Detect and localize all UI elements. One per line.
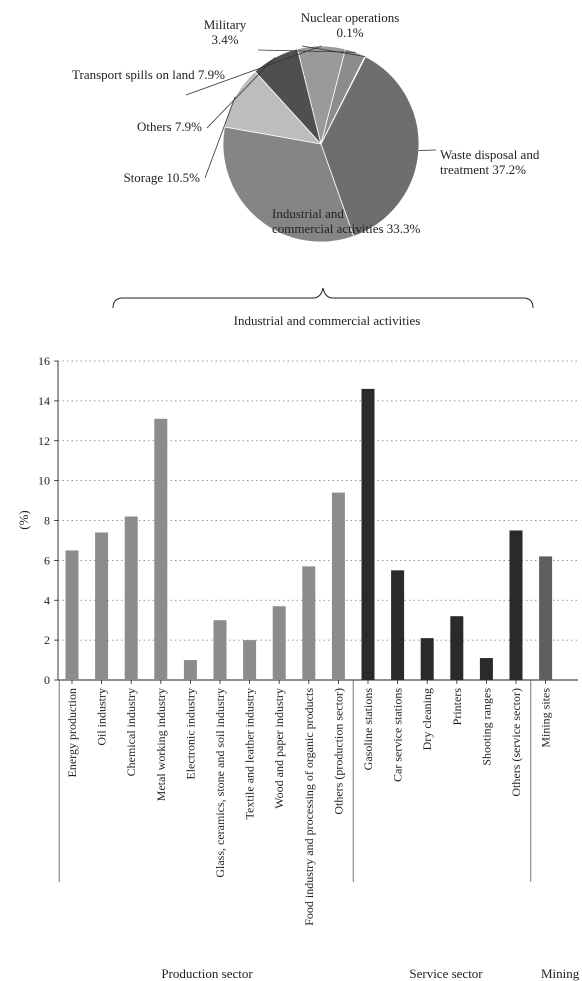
- bar: [331, 492, 345, 680]
- y-tick-label: 10: [38, 474, 50, 488]
- bar: [243, 640, 257, 681]
- y-tick-label: 8: [44, 514, 50, 528]
- pie-slice-label: Transport spills on land 7.9%: [72, 67, 225, 82]
- pie-chart: Waste disposal and treatment 37.2% Industr…: [72, 10, 540, 243]
- bar: [65, 550, 79, 680]
- pie-leader-line: [185, 45, 322, 96]
- y-tick-label: 12: [38, 434, 50, 448]
- y-tick-label: 4: [44, 593, 50, 607]
- x-tick-label: Glass, ceramics, stone and soil industry: [213, 688, 227, 878]
- pie-slice-label: Industrial and commercial activities 33.3…: [272, 206, 421, 236]
- pie-leader-line: [301, 45, 366, 57]
- x-tick-label: Dry cleaning: [420, 688, 434, 750]
- x-tick-label: Mining sites: [539, 688, 553, 748]
- x-tick-label: Gasoline stations: [361, 688, 375, 771]
- pie-slice-label: Nuclear operations 0.1%: [301, 10, 400, 40]
- sector-label: Mining: [541, 966, 580, 981]
- bar: [479, 658, 493, 680]
- y-tick-label: 16: [38, 354, 50, 368]
- x-tick-label: Chemical industry: [124, 688, 138, 776]
- pie-leader-line: [204, 96, 236, 179]
- x-tick-label: Textile and leather industry: [243, 688, 257, 819]
- bar: [183, 660, 197, 680]
- x-tick-label: Shooting ranges: [479, 688, 493, 766]
- x-tick-label: Electronic industry: [183, 688, 197, 780]
- x-tick-label: Others (production sector): [331, 688, 345, 815]
- pie-slice-label: Military 3.4%: [204, 17, 247, 47]
- bar-chart: (%) 0 2 4 6 8 10 12 14 16 Energy production Oil in…: [16, 354, 580, 981]
- x-tick-label: Car service stations: [391, 688, 405, 782]
- y-tick-label: 14: [38, 394, 50, 408]
- pie-leader-line: [206, 57, 276, 129]
- sector-label: Production sector: [161, 966, 253, 981]
- bar: [539, 556, 553, 680]
- pie-slice-label: Waste disposal and treatment 37.2%: [440, 147, 540, 177]
- y-tick-label: 2: [44, 633, 50, 647]
- bar: [272, 606, 286, 680]
- bar: [509, 530, 523, 680]
- x-tick-label: Metal working industry: [154, 688, 168, 801]
- x-tick-label: Food industry and processing of organic …: [302, 688, 316, 926]
- bar: [302, 566, 316, 680]
- pie-slice: [222, 126, 355, 243]
- pie-slice-label: Storage 10.5%: [123, 170, 200, 185]
- x-tick-label: Others (service sector): [509, 688, 523, 797]
- bar: [361, 388, 375, 680]
- y-axis-label: (%): [16, 510, 31, 530]
- bar: [95, 532, 109, 680]
- pie-bracket: Industrial and commercial activities: [112, 287, 534, 328]
- bracket-line: [112, 287, 534, 309]
- bracket-label: Industrial and commercial activities: [234, 313, 421, 328]
- y-tick-label: 6: [44, 553, 50, 567]
- pie-slice-label: Others 7.9%: [137, 119, 202, 134]
- x-tick-label: Printers: [450, 688, 464, 726]
- bar: [420, 638, 434, 680]
- y-tick-label: 0: [44, 673, 50, 687]
- pie-slice: [320, 56, 420, 237]
- bar: [154, 418, 168, 680]
- x-tick-label: Wood and paper industry: [272, 688, 286, 809]
- x-tick-label: Oil industry: [95, 688, 109, 746]
- bar: [124, 516, 138, 680]
- bar: [450, 616, 464, 680]
- sector-label: Service sector: [409, 966, 483, 981]
- bar: [391, 570, 405, 680]
- x-tick-label: Energy production: [65, 688, 79, 777]
- bar: [213, 620, 227, 680]
